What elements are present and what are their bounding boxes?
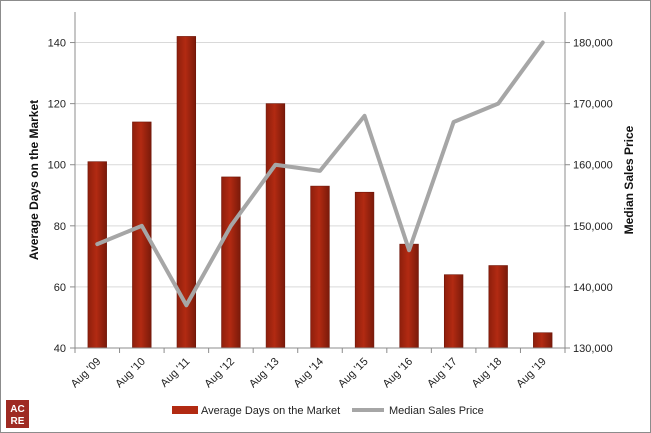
bar [354,191,375,349]
y2-axis-title: Median Sales Price [622,125,636,234]
y2-tick-label: 180,000 [573,38,613,50]
bar [310,185,330,349]
y2-tick-label: 140,000 [573,282,613,294]
bar [443,274,464,349]
bar-series [87,36,553,349]
legend-swatch-bar [172,406,198,414]
y2-tick-label: 160,000 [573,160,613,172]
bar [533,332,553,349]
legend: Average Days on the Market Median Sales … [172,405,484,417]
bar [87,161,107,349]
line-series [95,40,545,308]
y-tick-label: 120 [48,99,66,111]
bar [399,243,419,349]
bar [488,265,508,349]
bar [265,103,286,349]
y-tick-label: 100 [48,160,66,172]
logo-line2: RE [11,416,25,427]
legend-label-bar: Average Days on the Market [201,405,340,417]
y-tick-label: 60 [54,282,66,294]
y2-tick-label: 170,000 [573,99,613,111]
logo-line1: AC [10,404,24,415]
legend-label-line: Median Sales Price [389,405,484,417]
y2-tick-label: 150,000 [573,221,613,233]
y-tick-label: 40 [54,343,66,355]
y-tick-label: 80 [54,221,66,233]
logo-badge [6,400,29,428]
y-axis-title: Average Days on the Market [27,100,41,260]
bar [221,176,241,349]
acre-logo: AC RE [6,400,29,428]
y2-tick-label: 130,000 [573,343,613,355]
y-tick-label: 140 [48,38,66,50]
